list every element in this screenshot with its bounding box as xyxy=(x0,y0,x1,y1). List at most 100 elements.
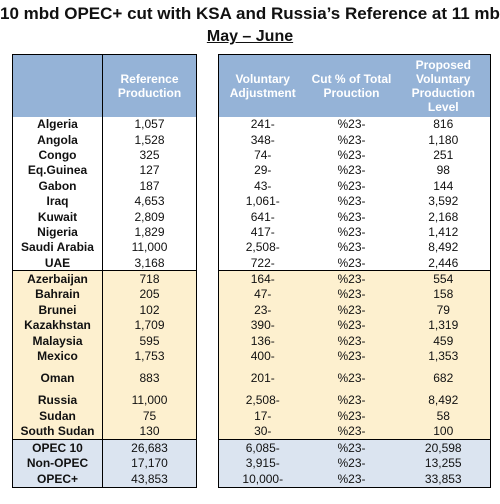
table-row: 6,085- %23- 20,598 xyxy=(218,438,491,456)
table-row: Sudan 75 xyxy=(12,408,197,424)
table-row: 417- %23- 1,412 xyxy=(218,224,491,240)
table-row: Brunei 102 xyxy=(12,302,197,318)
table-row: 241- %23- 816 xyxy=(218,116,491,132)
proposed-cell: 2,446 xyxy=(396,255,491,271)
country-cell: Kazakhstan xyxy=(12,317,103,333)
voluntary-cell: 30- xyxy=(218,423,307,440)
page-title: 10 mbd OPEC+ cut with KSA and Russia’s R… xyxy=(0,4,500,23)
reference-cell: 11,000 xyxy=(102,392,197,409)
cut-pct-cell: %23- xyxy=(306,363,397,393)
reference-cell: 130 xyxy=(102,423,197,440)
proposed-cell: 144 xyxy=(396,178,491,194)
proposed-cell: 816 xyxy=(396,116,491,132)
proposed-cell: 100 xyxy=(396,423,491,440)
table-row: 47- %23- 158 xyxy=(218,286,491,303)
table-row: 2,508- %23- 8,492 xyxy=(218,239,491,256)
table-row: 136- %23- 459 xyxy=(218,332,491,349)
table-row: Congo 325 xyxy=(12,147,197,163)
proposed-cell: 554 xyxy=(396,270,491,287)
voluntary-cell: 29- xyxy=(218,162,307,179)
voluntary-cell: 241- xyxy=(218,116,307,132)
country-cell: Malaysia xyxy=(12,332,103,349)
country-cell: South Sudan xyxy=(12,423,103,440)
voluntary-cell: 1,061- xyxy=(218,193,307,209)
country-cell: Non-OPEC xyxy=(12,455,103,472)
cut-pct-cell: %23- xyxy=(306,131,397,148)
table-row: Oman 883 xyxy=(12,363,197,393)
reference-cell: 1,057 xyxy=(102,116,197,132)
reference-header: Reference Production xyxy=(102,54,197,117)
reference-cell: 75 xyxy=(102,408,197,424)
cut-pct-cell: %23- xyxy=(306,408,397,424)
country-cell: Kuwait xyxy=(12,208,103,225)
country-cell: OPEC 10 xyxy=(12,438,103,456)
cut-pct-cell: %23- xyxy=(306,332,397,349)
country-cell: OPEC+ xyxy=(12,471,103,488)
cut-pct-cell: %23- xyxy=(306,348,397,364)
cut-pct-cell: %23- xyxy=(306,438,397,456)
country-cell: Gabon xyxy=(12,178,103,194)
voluntary-cell: 2,508- xyxy=(218,239,307,256)
table-row: 2,508- %23- 8,492 xyxy=(218,392,491,409)
cut-pct-cell: %23- xyxy=(306,239,397,256)
reference-cell: 1,709 xyxy=(102,317,197,333)
proposed-cell: 1,319 xyxy=(396,317,491,333)
proposed-header: Proposed Voluntary Production Level xyxy=(396,54,491,117)
cut-pct-header: Cut % of Total Prouction xyxy=(306,54,397,117)
reference-header-row: Reference Production xyxy=(12,54,197,117)
table-row: Algeria 1,057 xyxy=(12,116,197,132)
cut-pct-cell: %23- xyxy=(306,208,397,225)
voluntary-cell: 43- xyxy=(218,178,307,194)
country-cell: Sudan xyxy=(12,408,103,424)
cut-pct-cell: %23- xyxy=(306,224,397,240)
reference-cell: 1,528 xyxy=(102,131,197,148)
country-cell: Mexico xyxy=(12,348,103,364)
proposed-cell: 1,412 xyxy=(396,224,491,240)
table-row: South Sudan 130 xyxy=(12,423,197,440)
reference-cell: 3,168 xyxy=(102,255,197,271)
table-row: Mexico 1,753 xyxy=(12,348,197,364)
voluntary-cell: 2,508- xyxy=(218,392,307,409)
cut-pct-cell: %23- xyxy=(306,116,397,132)
proposed-cell: 13,255 xyxy=(396,455,491,472)
country-cell: Brunei xyxy=(12,302,103,318)
table-row: Gabon 187 xyxy=(12,178,197,194)
proposed-cell: 58 xyxy=(396,408,491,424)
cut-pct-cell: %23- xyxy=(306,471,397,488)
reference-cell: 2,809 xyxy=(102,208,197,225)
reference-cell: 718 xyxy=(102,270,197,287)
reference-cell: 127 xyxy=(102,162,197,179)
cut-pct-cell: %23- xyxy=(306,455,397,472)
table-row: 348- %23- 1,180 xyxy=(218,131,491,148)
proposed-cell: 3,592 xyxy=(396,193,491,209)
table-row: 3,915- %23- 13,255 xyxy=(218,455,491,472)
voluntary-cell: 136- xyxy=(218,332,307,349)
proposed-cell: 2,168 xyxy=(396,208,491,225)
country-header xyxy=(12,54,103,117)
country-cell: Angola xyxy=(12,131,103,148)
voluntary-cell: 348- xyxy=(218,131,307,148)
table-row: 29- %23- 98 xyxy=(218,162,491,179)
table-row: 17- %23- 58 xyxy=(218,408,491,424)
reference-cell: 43,853 xyxy=(102,471,197,488)
cut-pct-cell: %23- xyxy=(306,147,397,163)
reference-cell: 102 xyxy=(102,302,197,318)
cut-pct-cell: %23- xyxy=(306,317,397,333)
reference-cell: 4,653 xyxy=(102,193,197,209)
proposed-cell: 8,492 xyxy=(396,239,491,256)
cut-pct-cell: %23- xyxy=(306,392,397,409)
table-row: 43- %23- 144 xyxy=(218,178,491,194)
table-row: 641- %23- 2,168 xyxy=(218,208,491,225)
country-cell: Iraq xyxy=(12,193,103,209)
proposed-cell: 1,180 xyxy=(396,131,491,148)
voluntary-cell: 390- xyxy=(218,317,307,333)
reference-cell: 883 xyxy=(102,363,197,393)
proposed-cell: 1,353 xyxy=(396,348,491,364)
table-row: Kazakhstan 1,709 xyxy=(12,317,197,333)
cut-pct-cell: %23- xyxy=(306,302,397,318)
reference-cell: 205 xyxy=(102,286,197,303)
reference-cell: 595 xyxy=(102,332,197,349)
country-cell: Nigeria xyxy=(12,224,103,240)
country-cell: Oman xyxy=(12,363,103,393)
voluntary-cell: 17- xyxy=(218,408,307,424)
